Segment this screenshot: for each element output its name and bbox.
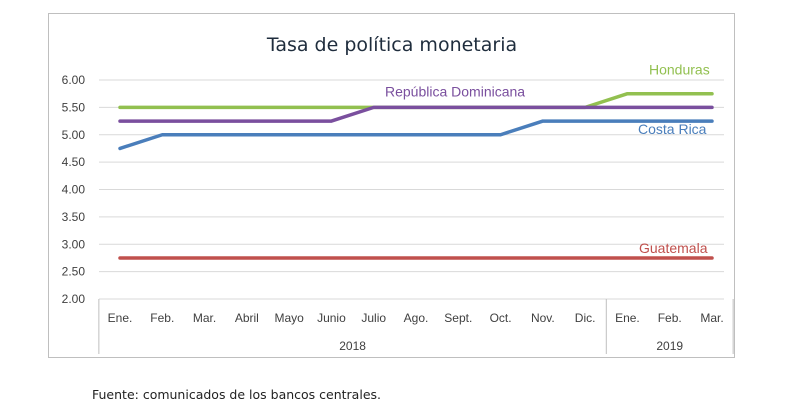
x-tick-label: Julio xyxy=(361,311,386,325)
y-tick-label: 3.50 xyxy=(62,210,86,224)
chart-title: Tasa de política monetaria xyxy=(266,34,517,56)
y-tick-label: 2.50 xyxy=(62,265,86,279)
x-tick-label: Sept. xyxy=(444,311,472,325)
y-tick-label: 5.50 xyxy=(62,100,86,114)
y-tick-label: 3.00 xyxy=(62,237,86,251)
series-line xyxy=(118,119,714,151)
y-tick-label: 4.00 xyxy=(62,183,86,197)
series-line xyxy=(118,105,714,123)
x-tick-label: Nov. xyxy=(531,311,555,325)
series-label: Honduras xyxy=(649,62,710,78)
x-tick-label: Feb. xyxy=(150,311,174,325)
y-tick-label: 4.50 xyxy=(62,155,86,169)
line-chart: Tasa de política monetaria 2.00 2.50 3.00 3.… xyxy=(62,34,734,354)
x-tick-label: Ago. xyxy=(404,311,429,325)
x-tick-label: Ene. xyxy=(615,311,640,325)
x-tick-label: Oct. xyxy=(490,311,512,325)
x-tick-label: Ene. xyxy=(108,311,133,325)
source-note: Fuente: comunicados de los bancos centra… xyxy=(92,387,381,402)
year-label: 2019 xyxy=(656,339,683,353)
x-tick-label: Abril xyxy=(235,311,259,325)
x-tick-label: Mar. xyxy=(193,311,216,325)
x-tick-label: Feb. xyxy=(658,311,682,325)
y-tick-label: 5.00 xyxy=(62,128,86,142)
x-tick-label: Dic. xyxy=(575,311,596,325)
x-tick-label: Junio xyxy=(317,311,346,325)
y-tick-label: 6.00 xyxy=(62,73,86,87)
series-label: Costa Rica xyxy=(638,121,707,137)
series-label: República Dominicana xyxy=(385,83,525,99)
series-label: Guatemala xyxy=(639,240,708,256)
x-tick-label: Mayo xyxy=(274,311,304,325)
year-label: 2018 xyxy=(339,339,366,353)
x-tick-label: Mar. xyxy=(700,311,723,325)
chart-frame: Tasa de política monetaria 2.00 2.50 3.00 3.… xyxy=(48,13,735,358)
y-tick-label: 2.00 xyxy=(62,292,86,306)
